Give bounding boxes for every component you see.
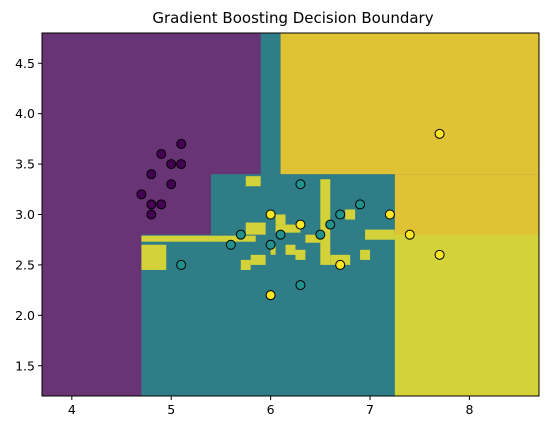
region-class-2 (245, 222, 266, 235)
data-point-class-0 (146, 209, 157, 220)
y-tick-label: 2.0 (15, 308, 35, 323)
y-tick-label: 4.5 (15, 56, 35, 71)
data-point-class-2 (404, 229, 415, 240)
x-axis: 4 5 6 7 8 (68, 396, 473, 417)
data-point-class-1 (235, 229, 246, 240)
plot-area (41, 32, 540, 397)
decision-regions (42, 33, 539, 396)
region-class-2 (250, 254, 266, 265)
chart-title: Gradient Boosting Decision Boundary (152, 9, 433, 27)
region-class-1 (260, 33, 281, 175)
region-class-2 (330, 254, 351, 265)
data-point-class-0 (156, 149, 167, 159)
region-class-2 (320, 179, 331, 265)
x-tick-label: 4 (68, 402, 76, 417)
region-class-2 (345, 209, 356, 220)
region-class-2 (365, 229, 395, 240)
y-tick-label: 3.0 (15, 207, 35, 222)
data-point-class-2 (434, 128, 445, 139)
data-point-class-1 (176, 259, 187, 270)
x-tick-label: 5 (167, 402, 175, 417)
data-point-class-1 (335, 209, 346, 220)
y-tick-label: 4.0 (15, 106, 35, 121)
data-point-class-0 (146, 169, 157, 180)
data-point-class-1 (225, 239, 236, 250)
region-class-2 (360, 249, 371, 260)
data-points (136, 128, 445, 301)
y-tick-label: 3.5 (15, 157, 35, 172)
y-tick-label: 1.5 (15, 358, 35, 373)
data-point-class-2 (265, 209, 276, 220)
data-point-class-2 (434, 249, 445, 260)
data-point-class-0 (176, 159, 187, 170)
y-axis: 1.5 2.0 2.5 3.0 3.5 4.0 4.5 (15, 56, 42, 373)
region-class-2 (270, 244, 276, 255)
data-point-class-1 (295, 280, 306, 291)
region-class-2 (141, 235, 256, 242)
data-point-class-0 (136, 189, 147, 200)
region-class-2 (305, 234, 321, 243)
y-tick-label: 2.5 (15, 257, 35, 272)
data-point-class-0 (146, 199, 157, 210)
data-point-class-1 (275, 229, 286, 240)
region-class-2 (245, 176, 261, 187)
data-point-class-0 (166, 179, 177, 190)
x-tick-label: 7 (366, 402, 374, 417)
region-class-2 (240, 259, 251, 270)
region-class-2 (275, 214, 286, 225)
data-point-class-0 (166, 159, 177, 170)
data-point-class-1 (355, 199, 366, 210)
region-class-2 (285, 244, 296, 255)
region-class-2 (141, 244, 167, 270)
data-point-class-0 (156, 199, 167, 210)
data-point-class-2 (384, 209, 395, 220)
x-tick-label: 6 (267, 402, 275, 417)
data-point-class-1 (295, 179, 306, 190)
data-point-class-1 (325, 219, 336, 230)
data-point-class-2 (335, 259, 346, 270)
x-tick-label: 8 (465, 402, 473, 417)
region-class-2 (275, 224, 301, 233)
region-class-2 (295, 249, 306, 260)
data-point-class-1 (315, 229, 326, 240)
region-class-2 (280, 33, 539, 175)
data-point-class-2 (265, 290, 276, 301)
data-point-class-2 (295, 219, 306, 230)
region-class-2 (394, 174, 539, 396)
data-point-class-1 (265, 239, 276, 250)
data-point-class-0 (176, 138, 187, 149)
